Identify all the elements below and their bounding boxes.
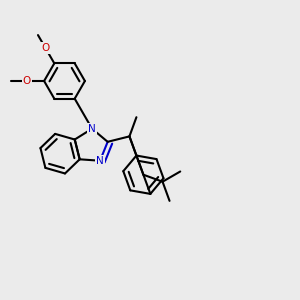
Text: O: O [41, 43, 50, 53]
Text: N: N [96, 156, 104, 166]
Text: O: O [22, 76, 31, 86]
Text: N: N [88, 124, 96, 134]
